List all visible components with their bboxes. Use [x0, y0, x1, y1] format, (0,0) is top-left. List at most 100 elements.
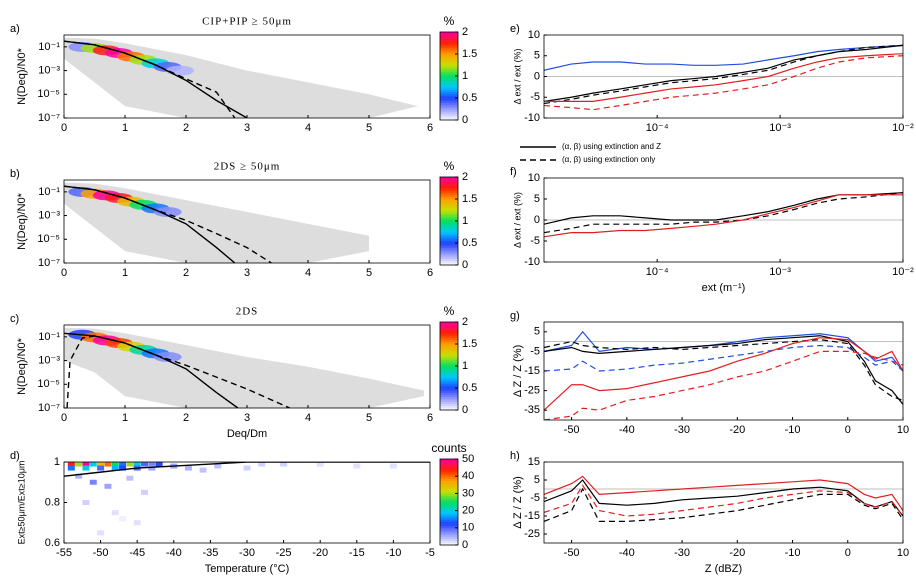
y-tick-label: -5: [530, 492, 540, 504]
colorbar-swatch: [440, 47, 458, 51]
heatmap-cell: [258, 462, 266, 467]
colorbar-swatch: [440, 370, 458, 374]
colorbar-swatch: [440, 383, 458, 387]
colorbar-swatch: [440, 385, 458, 389]
colorbar-swatch: [440, 91, 458, 95]
colorbar-swatch: [440, 495, 458, 499]
series-line: [544, 335, 903, 405]
colorbar-swatch: [440, 225, 458, 229]
panel-label: c): [10, 313, 19, 325]
colorbar-swatch: [440, 534, 458, 537]
x-axis-label: ext (m⁻¹): [702, 282, 746, 294]
colorbar-swatch: [440, 527, 458, 531]
y-tick-label: -25: [524, 385, 540, 397]
colorbar-swatch: [440, 183, 458, 187]
colorbar-swatch: [440, 407, 458, 411]
colorbar-swatch: [440, 214, 458, 218]
y-tick-label: 0: [534, 214, 540, 226]
colorbar-tick-label: 2: [462, 26, 468, 38]
y-tick-label: 5: [534, 326, 540, 338]
x-tick-label: -20: [729, 424, 745, 436]
colorbar-swatch: [440, 538, 458, 542]
colorbar-swatch: [440, 236, 458, 240]
colorbar-tick-label: 0.5: [462, 382, 477, 394]
colorbar-swatch: [440, 357, 458, 360]
colorbar-tick-label: 10: [462, 522, 474, 534]
y-tick-label: 10⁻⁵: [37, 378, 60, 390]
y-tick-label: 5: [534, 193, 540, 205]
colorbar-swatch: [440, 216, 458, 220]
colorbar-swatch: [440, 78, 458, 81]
colorbar-swatch: [440, 34, 458, 37]
x-tick-label: 0: [845, 547, 851, 559]
colorbar-swatch: [440, 102, 458, 106]
colorbar-swatch: [440, 36, 458, 40]
colorbar-swatch: [440, 95, 458, 99]
heatmap-cell: [148, 462, 156, 467]
y-tick-label: 10⁻⁵: [37, 233, 60, 245]
heatmap-cell: [280, 462, 288, 467]
x-tick-label: 10: [897, 547, 909, 559]
colorbar-swatch: [440, 245, 458, 248]
colorbar-swatch: [440, 210, 458, 213]
colorbar-swatch: [440, 482, 458, 486]
y-tick-label: -10: [524, 112, 540, 124]
heatmap-cell: [97, 465, 105, 471]
heatmap-cell: [104, 483, 112, 489]
x-tick-label: 4: [305, 267, 311, 279]
y-tick-label: -10: [524, 256, 540, 268]
colorbar-swatch: [440, 363, 458, 367]
colorbar-swatch: [440, 243, 458, 246]
x-tick-label: 5: [366, 122, 372, 134]
y-tick-label: 0: [534, 70, 540, 82]
colorbar-swatch: [440, 104, 458, 108]
y-tick-label: 0.8: [45, 496, 60, 508]
x-tick-label: -30: [239, 547, 255, 559]
legend-label: (α, β) using extinction and Z: [562, 142, 661, 151]
colorbar-swatch: [440, 497, 458, 501]
y-tick-label: 10⁻⁷: [38, 112, 60, 124]
heatmap-cell: [214, 463, 222, 469]
colorbar-swatch: [440, 333, 458, 336]
colorbar-swatch: [440, 190, 458, 193]
heatmap-cell: [82, 462, 90, 467]
colorbar-tick-label: 0.5: [462, 92, 477, 104]
colorbar-swatch: [440, 502, 458, 505]
colorbar-swatch: [440, 194, 458, 198]
colorbar-tick-label: 2: [462, 316, 468, 328]
colorbar-swatch: [440, 401, 458, 404]
y-tick-label: 10⁻¹: [38, 186, 60, 198]
heatmap-cell: [184, 465, 192, 471]
colorbar-swatch: [440, 111, 458, 114]
panel-label: e): [510, 23, 520, 35]
colorbar-swatch: [440, 392, 458, 396]
colorbar-swatch: [440, 504, 458, 507]
y-tick-label: 10⁻¹: [38, 331, 60, 343]
x-tick-label: 10⁻⁴: [646, 266, 669, 278]
colorbar-swatch: [440, 65, 458, 68]
y-tick-label: 10⁻³: [38, 209, 60, 221]
colorbar-label: counts: [431, 441, 466, 455]
x-tick-label: 2: [183, 122, 189, 134]
colorbar-swatch: [440, 491, 458, 494]
colorbar-swatch: [440, 51, 458, 55]
y-tick-label: 10⁻¹: [38, 41, 60, 53]
colorbar-label: %: [444, 304, 455, 318]
colorbar-tick-label: 0: [462, 259, 468, 271]
colorbar-swatch: [440, 80, 458, 84]
colorbar-swatch: [440, 346, 458, 349]
colorbar-swatch: [440, 399, 458, 402]
colorbar-tick-label: 0.5: [462, 237, 477, 249]
colorbar-swatch: [440, 465, 458, 469]
y-tick-label: 10: [528, 172, 540, 184]
y-tick-label: -15: [524, 365, 540, 377]
x-tick-label: -20: [729, 547, 745, 559]
colorbar-swatch: [440, 469, 458, 473]
x-tick-label: 0: [61, 267, 67, 279]
x-tick-label: 3: [244, 267, 250, 279]
x-tick-label: 1: [122, 412, 128, 424]
series-line: [544, 479, 903, 517]
heatmap-cell: [67, 462, 75, 467]
colorbar-swatch: [440, 390, 458, 393]
colorbar-swatch: [440, 486, 458, 490]
